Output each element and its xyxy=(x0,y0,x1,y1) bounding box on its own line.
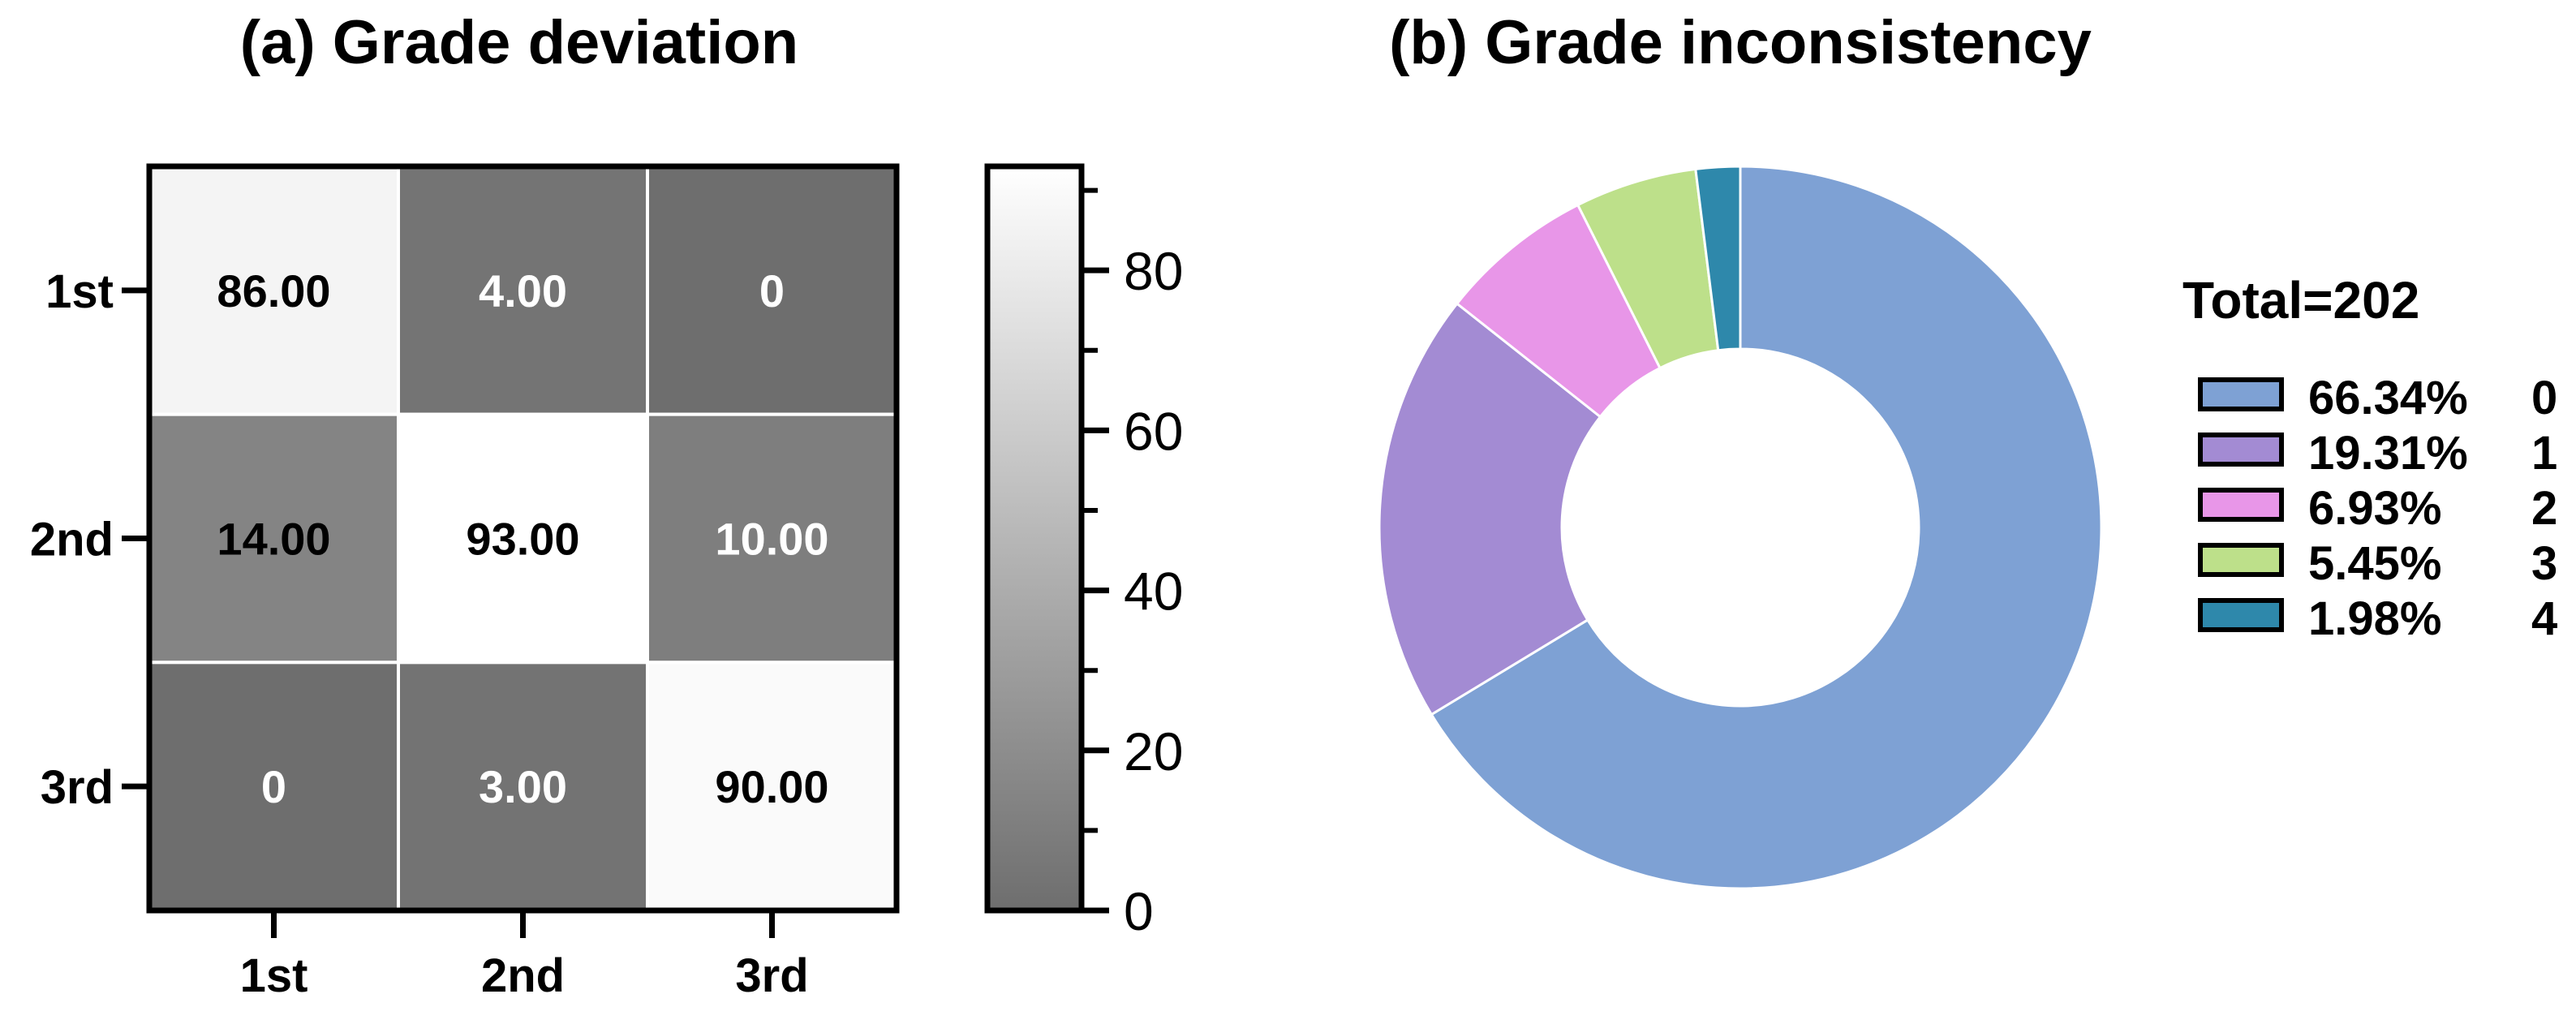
colorbar-ticks: 0 20 40 60 80 xyxy=(1082,187,1183,941)
donut-slices xyxy=(1378,165,2103,890)
heatmap-cell xyxy=(397,661,649,912)
heatmap-title: (a) Grade deviation xyxy=(240,8,798,77)
heatmap-value-label: 93.00 xyxy=(466,514,579,565)
legend-item: 66.34% 0 xyxy=(2198,372,2557,424)
heatmap-value-label: 3.00 xyxy=(479,761,567,812)
colorbar-tick-label: 20 xyxy=(1124,721,1183,781)
colorbar-tick-label: 80 xyxy=(1124,241,1183,301)
legend-category: 4 xyxy=(2531,592,2557,645)
heatmap-row-label: 1st xyxy=(45,265,114,318)
legend-swatch xyxy=(2198,488,2284,522)
heatmap-row-label: 2nd xyxy=(30,514,114,566)
legend-percent: 6.93% xyxy=(2308,482,2441,535)
donut-slice xyxy=(1378,302,1602,717)
heatmap-row-label: 3rd xyxy=(41,761,114,814)
legend-title: Total=202 xyxy=(2183,271,2419,329)
donut-panel: (b) Grade inconsistency xyxy=(1378,8,2103,890)
legend-category: 2 xyxy=(2531,482,2557,535)
legend-percent: 5.45% xyxy=(2308,537,2441,590)
legend-swatch xyxy=(2198,598,2284,632)
heatmap-cell xyxy=(148,412,400,665)
heatmap-col-axis: 1st 2nd 3rd xyxy=(240,910,809,1002)
heatmap-value-labels: 86.00 4.00 0 14.00 93.00 10.00 0 3.00 90.00 xyxy=(217,265,828,812)
heatmap-value-label: 14.00 xyxy=(217,514,330,565)
heatmap-value-label: 0 xyxy=(759,265,785,316)
colorbar: 0 20 40 60 80 xyxy=(984,163,1183,941)
legend-item: 6.93% 2 xyxy=(2198,482,2557,535)
heatmap-col-label: 1st xyxy=(240,949,308,1002)
colorbar-tick-label: 0 xyxy=(1124,881,1154,941)
heatmap-row-axis: 1st 2nd 3rd xyxy=(30,265,149,814)
colorbar-gradient xyxy=(984,163,1085,914)
legend-percent: 19.31% xyxy=(2308,427,2468,480)
legend-item: 5.45% 3 xyxy=(2198,537,2557,590)
legend-swatch xyxy=(2198,377,2284,411)
donut-slice xyxy=(1694,165,1742,352)
colorbar-tick-label: 40 xyxy=(1124,562,1183,622)
legend-category: 0 xyxy=(2531,372,2557,424)
legend-swatch xyxy=(2198,433,2284,467)
legend-category: 1 xyxy=(2531,427,2557,480)
donut-legend: Total=202 66.34% 019.31% 16.93% 25.45% 31.98… xyxy=(2183,271,2557,645)
donut-slice xyxy=(1430,165,2103,890)
legend-percent: 1.98% xyxy=(2308,592,2441,645)
heatmap-cells xyxy=(148,165,898,912)
legend-swatch xyxy=(2198,543,2284,577)
legend-item: 19.31% 1 xyxy=(2198,427,2557,480)
heatmap-value-label: 10.00 xyxy=(715,514,828,565)
heatmap-cell xyxy=(646,412,898,665)
heatmap-value-label: 86.00 xyxy=(217,265,330,316)
legend-item: 1.98% 4 xyxy=(2198,592,2557,645)
heatmap-value-label: 4.00 xyxy=(479,265,567,316)
heatmap-cell xyxy=(397,165,649,416)
legend-category: 3 xyxy=(2531,537,2557,590)
heatmap-col-label: 3rd xyxy=(735,949,808,1002)
legend-percent: 66.34% xyxy=(2308,372,2468,424)
heatmap-value-label: 90.00 xyxy=(715,761,828,812)
heatmap-col-label: 2nd xyxy=(481,949,565,1002)
heatmap-cell xyxy=(148,165,400,416)
colorbar-tick-label: 60 xyxy=(1124,401,1183,461)
heatmap-cell xyxy=(397,412,649,665)
heatmap-value-label: 0 xyxy=(261,761,286,812)
heatmap-panel: (a) Grade deviation 86.00 4.00 0 14.00 93.00… xyxy=(30,8,900,1002)
donut-title: (b) Grade inconsistency xyxy=(1389,8,2092,77)
